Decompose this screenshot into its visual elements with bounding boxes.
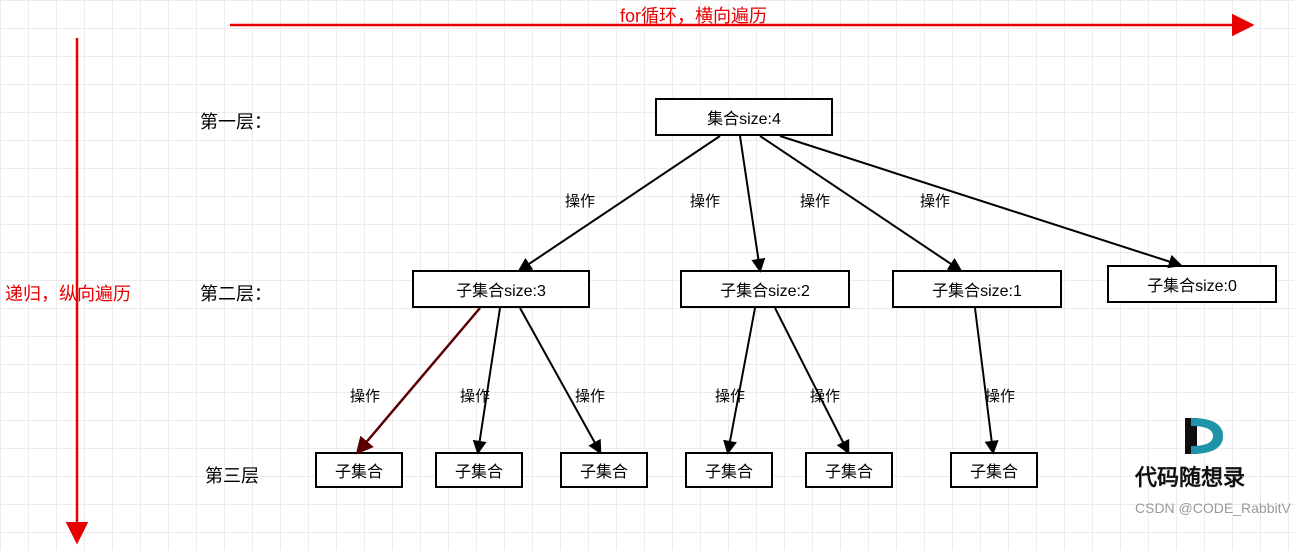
edge-label: 操作 <box>810 385 840 406</box>
edge-label: 操作 <box>920 190 950 211</box>
layer-label-3: 第三层 <box>205 462 259 488</box>
edge-label: 操作 <box>715 385 745 406</box>
node-level3-3: 子集合 <box>685 452 773 488</box>
node-level3-0: 子集合 <box>315 452 403 488</box>
edge-label: 操作 <box>690 190 720 211</box>
horizontal-arrow-label: for循环，横向遍历 <box>620 2 767 28</box>
edge-label: 操作 <box>575 385 605 406</box>
brand-logo-text: 代码随想录 <box>1135 460 1245 492</box>
watermark-text: CSDN @CODE_RabbitV <box>1135 500 1291 516</box>
edge-label: 操作 <box>985 385 1015 406</box>
layer-label-2: 第二层： <box>200 280 272 306</box>
node-level3-2: 子集合 <box>560 452 648 488</box>
vertical-arrow-label: 递归，纵向遍历 <box>5 280 131 306</box>
edge-label: 操作 <box>460 385 490 406</box>
node-level3-1: 子集合 <box>435 452 523 488</box>
node-level2-1: 子集合size:2 <box>680 270 850 308</box>
edge-label: 操作 <box>800 190 830 211</box>
layer-label-1: 第一层： <box>200 108 272 134</box>
node-root: 集合size:4 <box>655 98 833 136</box>
node-level3-4: 子集合 <box>805 452 893 488</box>
node-level2-3: 子集合size:0 <box>1107 265 1277 303</box>
node-level2-2: 子集合size:1 <box>892 270 1062 308</box>
node-level2-0: 子集合size:3 <box>412 270 590 308</box>
node-level3-5: 子集合 <box>950 452 1038 488</box>
edge-label: 操作 <box>565 190 595 211</box>
edge-label: 操作 <box>350 385 380 406</box>
